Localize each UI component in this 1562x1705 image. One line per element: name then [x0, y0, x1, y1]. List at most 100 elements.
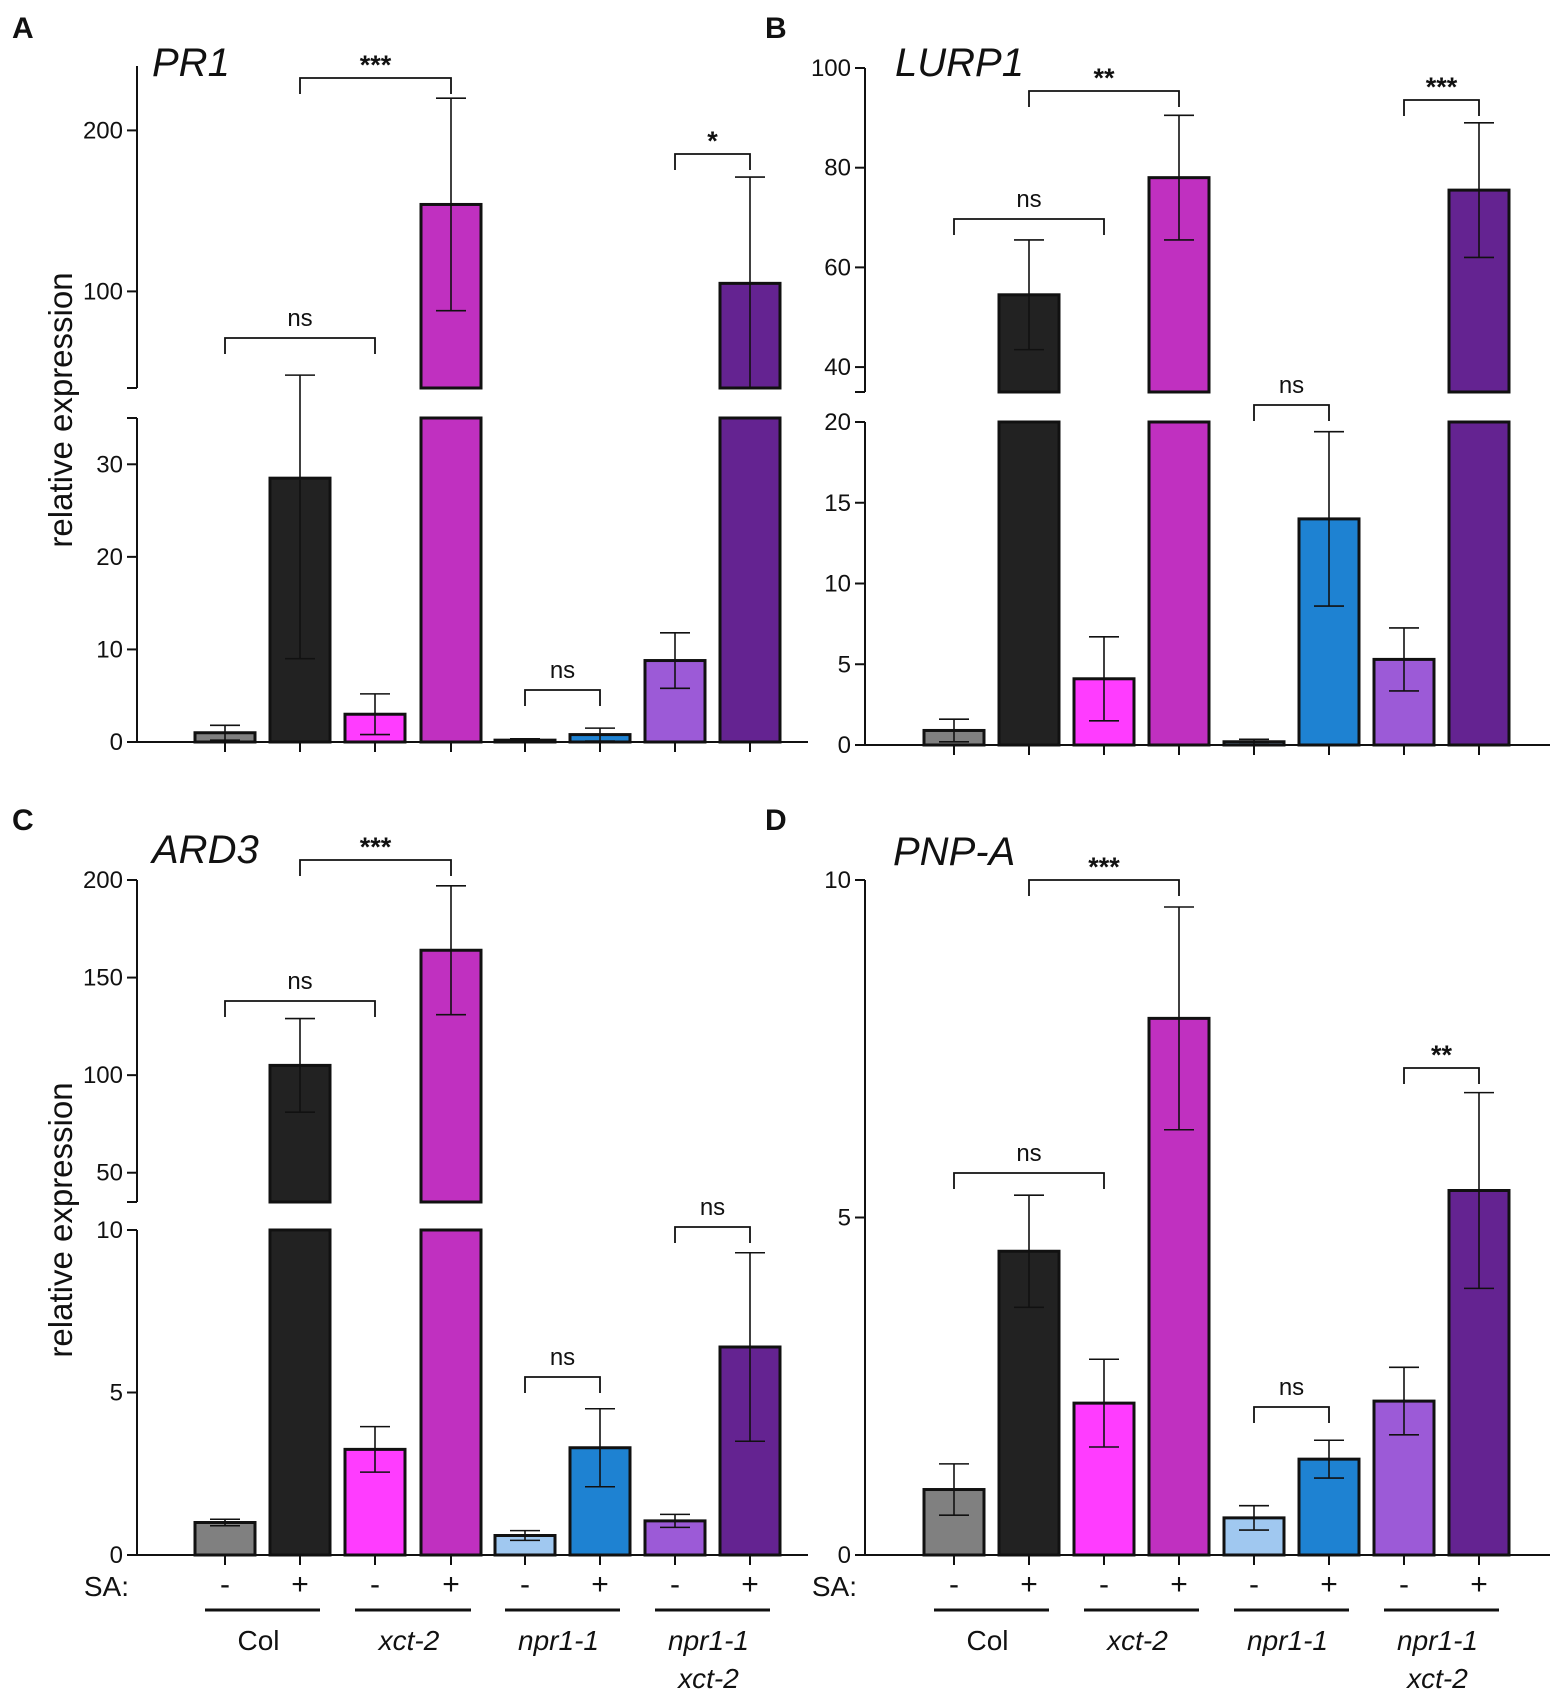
- panel-a-sig-label: ns: [550, 657, 575, 684]
- panel-a-bar-lower: [419, 416, 483, 744]
- panel-d-ytick-label: 10: [824, 867, 851, 894]
- panel-c-sig-label: ns: [700, 1194, 725, 1221]
- panel-a-sig-bracket: [299, 77, 452, 94]
- panel-d-ytick-label: 0: [838, 1542, 851, 1569]
- panel-b-letter: B: [765, 12, 787, 45]
- panel-d-sig-label: ns: [1279, 1374, 1304, 1401]
- panel-c-group-label: npr1-1: [518, 1625, 599, 1656]
- panel-d-sig-bracket: [1253, 1406, 1330, 1423]
- panel-c-group-label: npr1-1: [668, 1625, 749, 1656]
- panel-a-letter: A: [12, 12, 34, 45]
- panel-d-title: PNP-A: [893, 830, 1015, 874]
- panel-c-sig-bracket: [299, 859, 452, 876]
- panel-b-ytick-label: 80: [824, 155, 851, 182]
- panel-d-sa-sign: -: [949, 1568, 959, 1601]
- panel-a-ytick-label: 10: [96, 636, 123, 663]
- panel-b-sig-bracket: [1403, 99, 1480, 116]
- panel-d-group-label: npr1-1: [1247, 1625, 1328, 1656]
- panel-a-ytick-label: 0: [110, 729, 123, 756]
- panel-c-sa-sign: -: [520, 1568, 530, 1601]
- panel-b-sig-label: ns: [1016, 186, 1041, 213]
- panel-a-title: PR1: [152, 41, 230, 85]
- panel-c-sig-bracket: [524, 1376, 601, 1393]
- panel-d-sa-label: SA:: [812, 1571, 857, 1602]
- panel-c-bar-upper: [268, 1063, 332, 1204]
- panel-c-ytick-label: 0: [110, 1542, 123, 1569]
- panel-d-sa-sign: +: [1320, 1568, 1338, 1601]
- panel-a-sig-bracket: [674, 153, 751, 170]
- panel-c-title: ARD3: [150, 828, 259, 872]
- panel-b-ytick-label: 100: [811, 55, 851, 82]
- panel-d-sig-label: **: [1431, 1040, 1453, 1070]
- panel-a-sig-bracket: [524, 689, 601, 706]
- panel-b-bar-lower: [997, 420, 1061, 747]
- panel-a-ytick-label: 30: [96, 451, 123, 478]
- panel-c-bar-lower: [268, 1228, 332, 1557]
- panel-b-bar-lower: [1147, 420, 1211, 747]
- panel-a-sig-label: *: [707, 126, 718, 156]
- panel-a-sig-label: ***: [360, 50, 392, 80]
- panel-b-ytick-label: 20: [824, 409, 851, 436]
- panel-c-sig-label: ns: [287, 968, 312, 995]
- panel-d-sig-label: ns: [1016, 1140, 1041, 1167]
- panel-d-sa-sign: -: [1399, 1568, 1409, 1601]
- panel-c-group-label: Col: [237, 1625, 279, 1656]
- panel-c-sig-bracket: [674, 1226, 751, 1243]
- panel-c-sa-sign: +: [741, 1568, 759, 1601]
- panel-d-group-label: npr1-1: [1397, 1625, 1478, 1656]
- panel-c-sig-label: ***: [360, 832, 392, 862]
- panel-c-sa-sign: +: [442, 1568, 460, 1601]
- panel-b-ytick-label: 40: [824, 354, 851, 381]
- panel-a-sig-label: ns: [287, 305, 312, 332]
- panel-d-group-label: xct-2: [1405, 1663, 1468, 1694]
- panel-d-sa-sign: +: [1470, 1568, 1488, 1601]
- panel-a-ytick-label: 200: [83, 117, 123, 144]
- panel-d-group-label: xct-2: [1105, 1625, 1168, 1656]
- panel-c-bar: [343, 1447, 407, 1557]
- panel-c-bar-lower: [419, 1228, 483, 1557]
- panel-c-sa-sign: -: [220, 1568, 230, 1601]
- panel-c-ytick-label: 10: [96, 1217, 123, 1244]
- panel-c-ytick-label: 5: [110, 1380, 123, 1407]
- panel-a-sig-bracket: [224, 337, 376, 354]
- panel-c-ytick-label: 200: [83, 867, 123, 894]
- panel-c-sa-sign: +: [591, 1568, 609, 1601]
- panel-a-ylabel: relative expression: [42, 272, 79, 547]
- panel-c-ylabel: relative expression: [42, 1082, 79, 1357]
- panel-c-sig-bracket: [224, 1000, 376, 1017]
- panel-c-sa-sign: -: [370, 1568, 380, 1601]
- panel-d-sa-sign: +: [1170, 1568, 1188, 1601]
- panel-c-ytick-label: 50: [96, 1160, 123, 1187]
- panel-c-ytick-label: 100: [83, 1062, 123, 1089]
- panel-b-sig-bracket: [1253, 404, 1330, 421]
- panel-d-sa-sign: -: [1249, 1568, 1259, 1601]
- panel-b-ytick-label: 60: [824, 254, 851, 281]
- panel-d-group-label: Col: [966, 1625, 1008, 1656]
- panel-c-sig-label: ns: [550, 1344, 575, 1371]
- panel-b-bar-lower: [1447, 420, 1511, 747]
- panel-d-ytick-label: 5: [838, 1205, 851, 1232]
- panel-b-ytick-label: 0: [838, 732, 851, 759]
- panel-b-ytick-label: 10: [824, 571, 851, 598]
- panel-b-title: LURP1: [895, 41, 1024, 85]
- panel-c-sa-label: SA:: [84, 1571, 129, 1602]
- panel-c-ytick-label: 150: [83, 965, 123, 992]
- panel-b-sig-bracket: [1028, 90, 1180, 107]
- panel-d-letter: D: [765, 804, 787, 837]
- panel-c-group-label: xct-2: [676, 1663, 739, 1694]
- panel-d-sig-bracket: [1028, 879, 1180, 896]
- panel-a-ytick-label: 100: [83, 278, 123, 305]
- panel-c-sa-sign: -: [670, 1568, 680, 1601]
- panel-b-sig-bracket: [953, 218, 1105, 235]
- panel-a-ytick-label: 20: [96, 544, 123, 571]
- panel-b-sig-label: **: [1093, 63, 1115, 93]
- panel-c-letter: C: [12, 804, 34, 837]
- panel-c-sa-sign: +: [291, 1568, 309, 1601]
- panel-b-ytick-label: 15: [824, 490, 851, 517]
- panel-d-sig-label: ***: [1088, 852, 1120, 882]
- panel-d-sig-bracket: [953, 1172, 1105, 1189]
- panel-d-bar: [997, 1249, 1061, 1557]
- panel-a-bar-lower: [718, 416, 782, 744]
- panel-d-sa-sign: -: [1099, 1568, 1109, 1601]
